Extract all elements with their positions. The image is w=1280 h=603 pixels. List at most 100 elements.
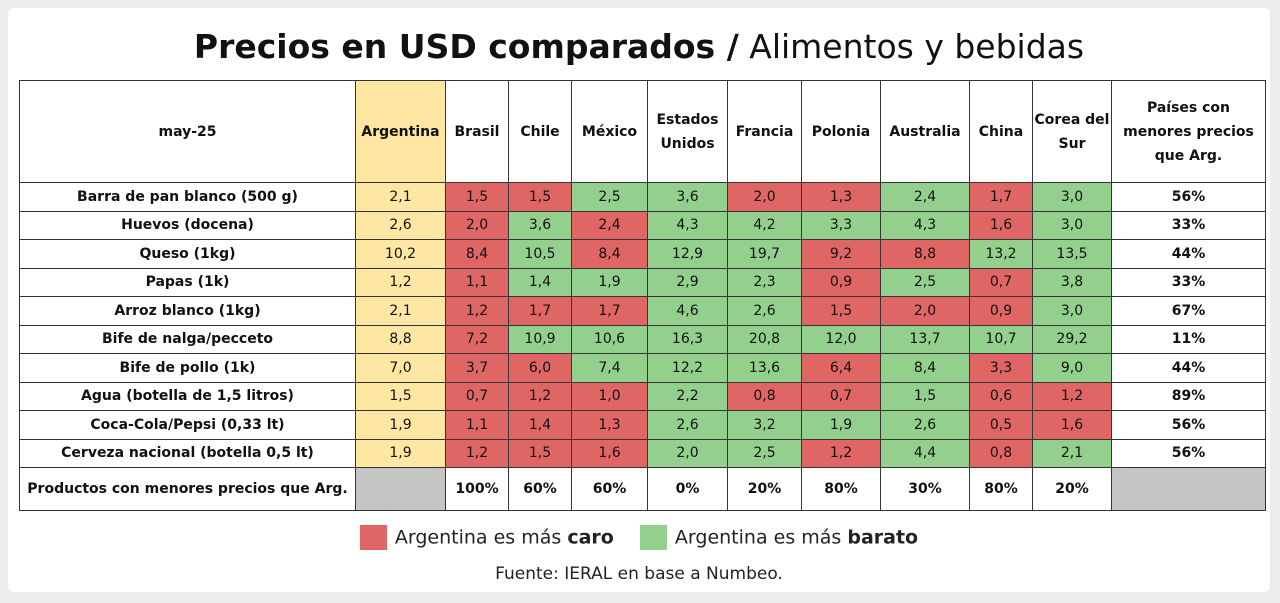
column-header-francia: Francia	[727, 80, 802, 183]
price-cell-argentina: 10,2	[355, 239, 446, 269]
price-cell-mexico: 1,6	[571, 438, 648, 468]
price-cell-brasil: 1,2	[445, 296, 509, 326]
footer-cell-argentina	[355, 467, 446, 511]
product-label: Arroz blanco (1kg)	[19, 296, 356, 326]
legend-item-barato: Argentina es más barato	[639, 525, 919, 550]
product-label: Coca-Cola/Pepsi (0,33 lt)	[19, 410, 356, 440]
share-cell: 56%	[1111, 182, 1266, 212]
product-label: Queso (1kg)	[19, 239, 356, 269]
footer-cell-empty	[1111, 467, 1266, 511]
price-cell-estados-unidos: 4,3	[647, 210, 728, 240]
price-cell-corea-del-sur: 3,0	[1032, 210, 1112, 240]
price-cell-chile: 1,2	[508, 381, 572, 411]
price-cell-mexico: 1,0	[571, 381, 648, 411]
price-cell-estados-unidos: 12,2	[647, 353, 728, 383]
footer-cell-corea-del-sur: 20%	[1032, 467, 1112, 511]
column-header-australia: Australia	[880, 80, 970, 183]
price-cell-argentina: 2,6	[355, 210, 446, 240]
price-cell-mexico: 1,7	[571, 296, 648, 326]
price-cell-estados-unidos: 2,9	[647, 267, 728, 297]
legend-swatch-barato	[639, 525, 667, 550]
column-header-polonia: Polonia	[801, 80, 881, 183]
legend-caro-bold: caro	[567, 526, 614, 549]
price-cell-corea-del-sur: 1,6	[1032, 410, 1112, 440]
share-cell: 67%	[1111, 296, 1266, 326]
price-cell-mexico: 1,9	[571, 267, 648, 297]
price-cell-chile: 6,0	[508, 353, 572, 383]
price-cell-australia: 4,3	[880, 210, 970, 240]
price-cell-mexico: 1,3	[571, 410, 648, 440]
product-label: Bife de pollo (1k)	[19, 353, 356, 383]
price-cell-australia: 4,4	[880, 438, 970, 468]
price-cell-brasil: 3,7	[445, 353, 509, 383]
price-table: may-25 Argentina Brasil Chile México Estados…	[19, 80, 1266, 511]
column-header-argentina: Argentina	[355, 80, 446, 183]
price-cell-polonia: 0,7	[801, 381, 881, 411]
price-cell-china: 3,3	[969, 353, 1033, 383]
price-cell-chile: 1,4	[508, 267, 572, 297]
price-cell-polonia: 0,9	[801, 267, 881, 297]
price-cell-china: 13,2	[969, 239, 1033, 269]
price-cell-argentina: 8,8	[355, 324, 446, 354]
price-cell-corea-del-sur: 2,1	[1032, 438, 1112, 468]
product-label: Huevos (docena)	[19, 210, 356, 240]
price-cell-argentina: 2,1	[355, 296, 446, 326]
price-cell-chile: 10,9	[508, 324, 572, 354]
share-cell: 56%	[1111, 410, 1266, 440]
price-cell-china: 10,7	[969, 324, 1033, 354]
price-cell-francia: 2,6	[727, 296, 802, 326]
legend-caro-prefix: Argentina es más	[394, 526, 562, 549]
footer-label: Productos con menores precios que Arg.	[19, 467, 356, 511]
price-cell-mexico: 8,4	[571, 239, 648, 269]
footer-cell-francia: 20%	[727, 467, 802, 511]
column-header-brasil: Brasil	[445, 80, 509, 183]
share-cell: 44%	[1111, 353, 1266, 383]
price-cell-argentina: 2,1	[355, 182, 446, 212]
price-cell-australia: 13,7	[880, 324, 970, 354]
column-header-mexico: México	[571, 80, 648, 183]
price-cell-brasil: 1,1	[445, 410, 509, 440]
price-cell-brasil: 1,5	[445, 182, 509, 212]
price-cell-estados-unidos: 2,2	[647, 381, 728, 411]
price-cell-argentina: 1,5	[355, 381, 446, 411]
price-cell-mexico: 2,4	[571, 210, 648, 240]
footer-cell-china: 80%	[969, 467, 1033, 511]
price-cell-polonia: 1,5	[801, 296, 881, 326]
price-cell-corea-del-sur: 3,0	[1032, 182, 1112, 212]
price-cell-china: 0,8	[969, 438, 1033, 468]
price-cell-argentina: 1,9	[355, 410, 446, 440]
price-cell-china: 0,6	[969, 381, 1033, 411]
price-cell-australia: 8,8	[880, 239, 970, 269]
price-cell-polonia: 1,9	[801, 410, 881, 440]
price-cell-francia: 13,6	[727, 353, 802, 383]
price-cell-polonia: 1,3	[801, 182, 881, 212]
price-cell-francia: 2,5	[727, 438, 802, 468]
price-cell-corea-del-sur: 1,2	[1032, 381, 1112, 411]
table-row: Coca-Cola/Pepsi (0,33 lt) 1,9 1,1 1,4 1,3 2,6…	[19, 410, 1266, 440]
price-cell-polonia: 12,0	[801, 324, 881, 354]
legend: Argentina es más caro Argentina es más b…	[8, 525, 1270, 550]
table-row: Bife de nalga/pecceto 8,8 7,2 10,9 10,6 16,3 2…	[19, 324, 1266, 354]
chart-card: Precios en USD comparados / Alimentos y …	[8, 8, 1270, 592]
price-cell-francia: 2,0	[727, 182, 802, 212]
price-cell-estados-unidos: 2,6	[647, 410, 728, 440]
price-cell-australia: 1,5	[880, 381, 970, 411]
price-cell-china: 1,6	[969, 210, 1033, 240]
price-cell-mexico: 2,5	[571, 182, 648, 212]
price-cell-corea-del-sur: 3,8	[1032, 267, 1112, 297]
price-cell-estados-unidos: 3,6	[647, 182, 728, 212]
share-cell: 33%	[1111, 267, 1266, 297]
price-cell-australia: 8,4	[880, 353, 970, 383]
legend-barato-bold: barato	[847, 526, 919, 549]
title-light: Alimentos y bebidas	[749, 27, 1085, 66]
price-cell-australia: 2,5	[880, 267, 970, 297]
share-cell: 56%	[1111, 438, 1266, 468]
table-row: Huevos (docena) 2,6 2,0 3,6 2,4 4,3 4,2 3,3 4,3 1…	[19, 210, 1266, 240]
legend-item-caro: Argentina es más caro	[359, 525, 614, 550]
table-row: Bife de pollo (1k) 7,0 3,7 6,0 7,4 12,2 13,6 6,…	[19, 353, 1266, 383]
table-row: Queso (1kg) 10,2 8,4 10,5 8,4 12,9 19,7 9,2 8,8 1…	[19, 239, 1266, 269]
price-cell-francia: 20,8	[727, 324, 802, 354]
column-header-china: China	[969, 80, 1033, 183]
corner-label: may-25	[19, 80, 356, 183]
price-cell-polonia: 1,2	[801, 438, 881, 468]
